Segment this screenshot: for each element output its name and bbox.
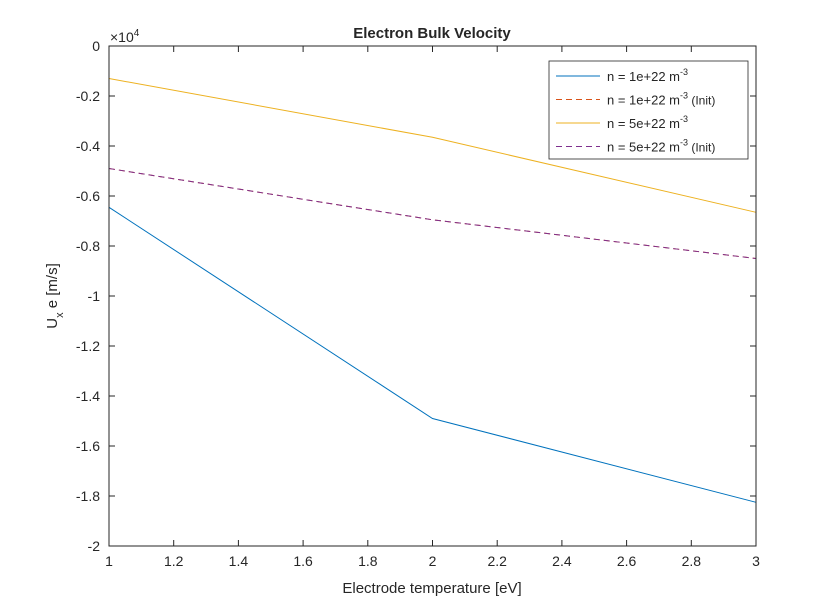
legend-label-2: n = 1e+22 m-3 (Init) — [607, 91, 715, 108]
legend-sup: -3 — [680, 138, 688, 148]
x-tick-label: 2.2 — [487, 553, 507, 569]
y-label-rest: e [m/s] — [44, 263, 61, 308]
legend-suffix: (Init) — [688, 141, 715, 155]
y-tick-label: -0.8 — [76, 238, 100, 254]
y-axis-label-text: Ux e [m/s] — [44, 263, 66, 329]
legend-sup: -3 — [680, 91, 688, 101]
series-line-1 — [108, 206, 757, 503]
y-tick-label: -1.4 — [76, 388, 100, 404]
y-tick-label: 0 — [92, 38, 100, 54]
series-lines — [108, 78, 757, 503]
y-axis-label: Ux e [m/s] — [44, 263, 66, 329]
legend-label-1: n = 1e+22 m-3 — [607, 67, 688, 84]
x-tick-label: 1.8 — [358, 553, 378, 569]
legend-name: n = 1e+22 m — [607, 69, 680, 84]
legend-name: n = 5e+22 m — [607, 116, 680, 131]
x-tick-label: 3 — [752, 553, 760, 569]
y-exponent: ×104 — [110, 28, 140, 45]
x-tick-label: 1.2 — [164, 553, 184, 569]
legend-box — [548, 60, 749, 160]
legend-sup: -3 — [680, 67, 688, 77]
x-axis: 1 1.2 1.4 1.6 1.8 2 2.2 2.4 2.6 2.8 3 — [105, 46, 760, 569]
y-label-sub: x — [54, 312, 66, 318]
y-tick-label: -0.4 — [76, 138, 100, 154]
legend-label-4: n = 5e+22 m-3 (Init) — [607, 138, 715, 155]
x-tick-label: 2.8 — [682, 553, 702, 569]
y-tick-label: -0.6 — [76, 188, 100, 204]
x-tick-label: 2 — [429, 553, 437, 569]
series-line-4 — [108, 168, 757, 259]
y-exponent-power: 4 — [134, 28, 140, 39]
legend-name: n = 1e+22 m — [607, 93, 680, 108]
y-exponent-base: ×10 — [110, 29, 134, 45]
y-tick-label: -2 — [88, 538, 101, 554]
legend-suffix: (Init) — [688, 94, 715, 108]
series-line-3 — [108, 78, 757, 213]
chart-title: Electron Bulk Velocity — [353, 25, 511, 42]
legend: n = 1e+22 m-3n = 1e+22 m-3 (Init)n = 5e+… — [548, 60, 749, 160]
x-tick-label: 2.6 — [617, 553, 637, 569]
x-tick-label: 1.6 — [293, 553, 313, 569]
legend-sup: -3 — [680, 114, 688, 124]
y-label-main: U — [44, 318, 61, 329]
y-tick-label: -1.6 — [76, 438, 100, 454]
y-tick-label: -1.2 — [76, 338, 100, 354]
y-tick-label: -1.8 — [76, 488, 100, 504]
y-tick-label: -0.2 — [76, 88, 100, 104]
x-tick-label: 1 — [105, 553, 113, 569]
x-tick-label: 1.4 — [229, 553, 249, 569]
y-tick-label: -1 — [88, 288, 101, 304]
x-tick-label: 2.4 — [552, 553, 572, 569]
y-axis: 0 -0.2 -0.4 -0.6 -0.8 -1 -1.2 -1.4 -1.6 -1.8 -2 — [76, 38, 756, 554]
x-axis-label: Electrode temperature [eV] — [342, 580, 521, 597]
legend-label-3: n = 5e+22 m-3 — [607, 114, 688, 131]
plot-frame — [108, 45, 757, 547]
legend-name: n = 5e+22 m — [607, 140, 680, 155]
